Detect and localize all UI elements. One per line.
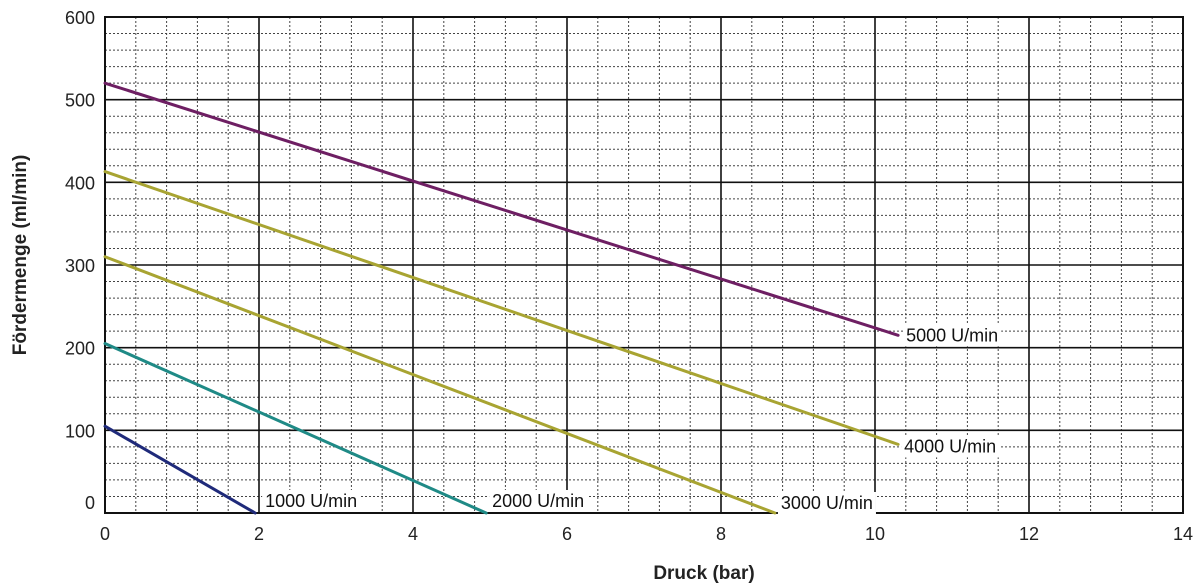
series-group: 1000 U/min 2000 U/min 3000 U/min 4000 U/min… [103,81,1002,515]
x-tick-label: 0 [100,524,110,544]
series-label-3000: 3000 U/min [781,493,873,513]
x-tick-label: 10 [865,524,885,544]
x-axis-title: Druck (bar) [653,563,754,584]
y-tick-label: 200 [65,339,95,359]
series-label-4000: 4000 U/min [904,436,996,456]
series-label-background [489,490,588,512]
y-tick-label: 100 [65,421,95,441]
series-line-3000 [103,255,777,515]
x-tick-label: 8 [716,524,726,544]
series-label-5000: 5000 U/min [906,325,998,345]
x-tick-label: 2 [254,524,264,544]
series-label-background [901,435,1000,458]
x-tick-label: 12 [1019,524,1039,544]
x-tick-label: 4 [408,524,418,544]
y-tick-labels: 0 100 200 300 400 500 600 [65,8,95,513]
series-label-2000: 2000 U/min [492,491,584,511]
series-label-background [903,324,1002,347]
series-label-background [262,490,361,512]
y-tick-label: 500 [65,91,95,111]
x-tick-label: 6 [562,524,572,544]
y-tick-label: 0 [85,493,95,513]
series-label-1000: 1000 U/min [265,491,357,511]
y-tick-label: 400 [65,173,95,193]
series-label-background [777,492,876,514]
y-tick-label: 300 [65,256,95,276]
plot-frame [104,16,1184,514]
series-line-4000 [103,170,900,446]
y-tick-label: 600 [65,8,95,28]
series-line-2000 [103,342,488,515]
y-axis-title: Fördermenge (ml/min) [10,155,31,356]
x-tick-label: 14 [1173,524,1193,544]
series-line-1000 [103,424,257,515]
x-tick-labels: 0 2 4 6 8 10 12 14 [100,524,1193,544]
major-grid [105,17,1183,513]
series-line-5000 [103,81,900,337]
